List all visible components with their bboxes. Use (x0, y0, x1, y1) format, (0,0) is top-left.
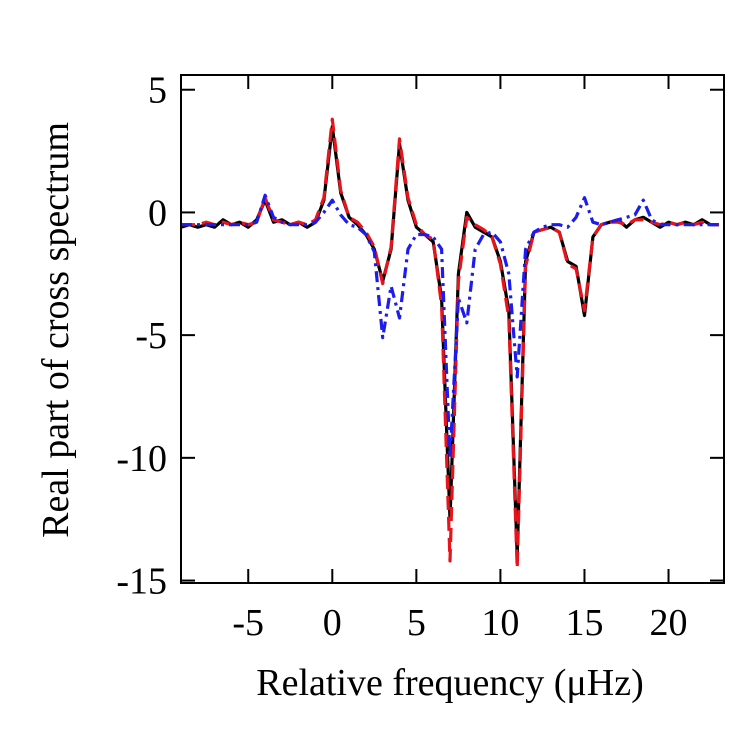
y-tick-label: 0 (148, 192, 167, 234)
y-tick-label: -15 (116, 561, 167, 603)
x-tick-label: 10 (481, 602, 519, 644)
series-line (181, 117, 719, 570)
y-axis-label: Real part of cross spectrum (35, 122, 77, 538)
x-tick-label: -5 (232, 602, 264, 644)
x-tick-label: 0 (323, 602, 342, 644)
x-tick-label: 15 (565, 602, 603, 644)
x-tick-label: 5 (407, 602, 426, 644)
series-line (180, 124, 719, 558)
plot-frame (180, 74, 725, 584)
y-tick-label: 5 (148, 70, 167, 112)
y-tick-label: -5 (135, 315, 167, 357)
x-tick-label: 20 (650, 602, 688, 644)
series-line (181, 193, 719, 460)
y-tick-label: -10 (116, 438, 167, 480)
x-axis-label: Relative frequency (μHz) (256, 662, 644, 704)
